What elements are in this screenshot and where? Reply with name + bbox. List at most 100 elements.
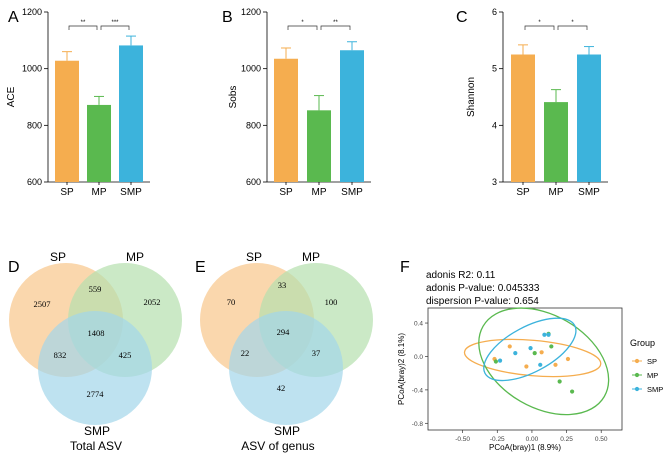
x-tick-label: 0.00: [526, 436, 539, 443]
x-tick-label: -0.25: [490, 436, 505, 443]
point-mp: [549, 344, 554, 349]
point-smp: [513, 351, 518, 356]
x-axis-label: PCoA(bray)1 (8.9%): [489, 443, 561, 452]
y-tick-label: 1200: [241, 7, 261, 17]
y-tick-label: 1000: [22, 64, 42, 74]
legend-label: SP: [647, 357, 657, 366]
y-tick-label: 800: [246, 120, 261, 130]
y-tick-label: 1200: [22, 7, 42, 17]
y-tick-label: 600: [27, 177, 42, 187]
x-tick-label: 0.25: [560, 436, 573, 443]
stat-adonis-p: adonis P-value: 0.045333: [426, 283, 540, 294]
panel-letter-f: F: [400, 259, 410, 276]
x-tick-label: MP: [92, 187, 107, 198]
point-smp: [538, 362, 543, 367]
venn-value-all: 294: [277, 327, 291, 337]
venn-value-mp-smp: 425: [119, 350, 132, 360]
y-axis-label: Sobs: [228, 86, 239, 109]
significance-label: **: [333, 20, 338, 26]
x-tick-label: SP: [516, 187, 530, 198]
panel-letter-b: B: [222, 9, 233, 26]
venn-value-mp-only: 100: [325, 297, 338, 307]
significance-label: ***: [111, 20, 119, 26]
x-tick-label: SP: [60, 187, 74, 198]
x-tick-label: MP: [549, 187, 564, 198]
panel-letter-d: D: [8, 259, 20, 276]
x-tick-label: MP: [312, 187, 327, 198]
significance-label: *: [538, 20, 541, 26]
venn-value-sp-smp: 832: [54, 350, 67, 360]
ellipse-mp: [478, 307, 610, 416]
venn-circle-smp: [229, 311, 343, 425]
legend-key-mp: [634, 372, 640, 378]
venn-total-asv: SP MP SMP 2507 2052 2774 559 832 425 140…: [9, 250, 182, 453]
y-axis-label: Shannon: [466, 77, 477, 117]
venn-set-label-sp: SP: [246, 250, 262, 264]
venn-caption: ASV of genus: [241, 439, 314, 453]
venn-set-label-smp: SMP: [274, 424, 300, 438]
panel-letter-e: E: [195, 259, 206, 276]
shannon-bar-chart: 3 4 5 6 Shannon SP MP SMP * *: [466, 7, 608, 198]
venn-value-mp-smp: 37: [312, 348, 321, 358]
point-sp: [565, 356, 571, 362]
panel-letter-a: A: [8, 9, 19, 26]
y-tick-label: 3: [492, 177, 497, 187]
y-tick-label: 5: [492, 64, 497, 74]
legend-label: SMP: [647, 385, 663, 394]
venn-circle-smp: [38, 311, 152, 425]
x-tick-label: SP: [279, 187, 293, 198]
bar-smp: [119, 45, 143, 182]
significance-bracket: [287, 25, 318, 30]
venn-value-sp-mp: 33: [278, 280, 287, 290]
significance-bracket: [557, 25, 588, 30]
y-tick-label: 4: [492, 120, 497, 130]
venn-value-all: 1408: [88, 328, 105, 338]
legend-key-sp: [634, 358, 640, 364]
y-tick-label: 800: [27, 120, 42, 130]
legend-key-smp: [634, 386, 640, 392]
point-smp: [546, 332, 551, 337]
point-sp: [539, 350, 544, 355]
venn-set-label-sp: SP: [50, 250, 66, 264]
venn-value-sp-only: 2507: [34, 299, 51, 309]
point-smp: [542, 332, 547, 337]
point-smp: [528, 346, 533, 351]
y-tick-label: 6: [492, 7, 497, 17]
venn-value-sp-only: 70: [227, 297, 236, 307]
venn-value-smp-only: 42: [277, 383, 286, 393]
legend: SP MP SMP: [632, 357, 663, 394]
y-tick-label: 0.4: [414, 321, 423, 328]
point-smp: [497, 358, 503, 363]
venn-set-label-mp: MP: [126, 250, 144, 264]
significance-bracket: [320, 25, 351, 30]
venn-value-mp-only: 2052: [144, 297, 161, 307]
significance-label: *: [301, 20, 304, 26]
y-tick-label: -0.4: [412, 387, 424, 394]
y-tick-label: 1000: [241, 64, 261, 74]
significance-label: *: [571, 20, 574, 26]
y-axis-label: ACE: [6, 86, 17, 107]
x-tick-label: SMP: [341, 187, 363, 198]
y-tick-label: 0.0: [414, 354, 423, 361]
x-tick-label: SMP: [578, 187, 600, 198]
point-sp: [507, 344, 512, 349]
venn-asv-genus: SP MP SMP 70 100 42 33 22 37 294 ASV of …: [200, 250, 373, 453]
significance-bracket: [524, 25, 555, 30]
significance-bracket: [68, 25, 98, 30]
point-mp: [493, 359, 498, 364]
y-tick-label: 600: [246, 177, 261, 187]
stat-dispersion-p: dispersion P-value: 0.654: [426, 296, 539, 307]
significance-bracket: [100, 25, 130, 30]
point-mp: [532, 351, 537, 356]
venn-value-sp-mp: 559: [89, 284, 102, 294]
bar-sp: [274, 58, 298, 182]
ellipse-smp: [483, 317, 577, 382]
venn-value-sp-smp: 22: [241, 348, 250, 358]
y-tick-label: -0.8: [412, 421, 424, 428]
venn-caption: Total ASV: [70, 439, 122, 453]
x-tick-label: SMP: [120, 187, 142, 198]
ellipse-sp: [463, 338, 602, 378]
